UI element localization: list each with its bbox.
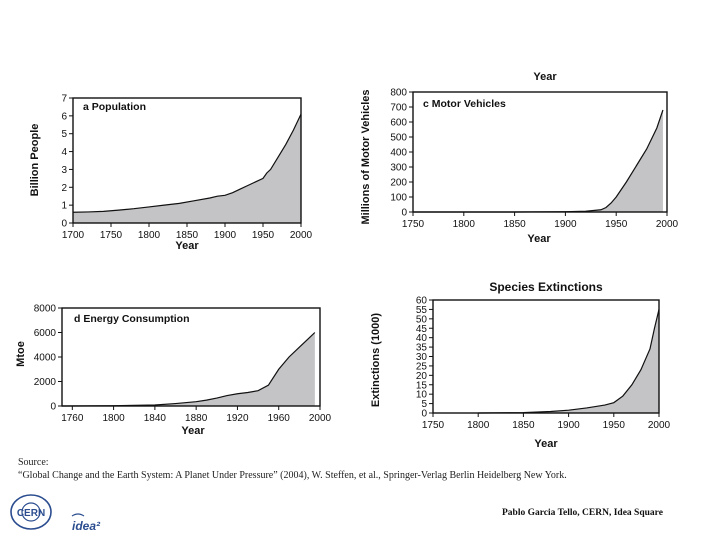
y-tick-label-0: 0 xyxy=(61,219,67,230)
x-tick-label-2000: 2000 xyxy=(648,420,671,431)
y-tick-label-600: 600 xyxy=(390,118,407,129)
x-tick-label-2000: 2000 xyxy=(656,219,679,230)
y-tick-label-6000: 6000 xyxy=(34,328,57,339)
x-tick-label-1850: 1850 xyxy=(503,219,526,230)
x-tick-label-2000: 2000 xyxy=(309,413,332,424)
x-tick-label-1950: 1950 xyxy=(603,420,626,431)
y-tick-label-5: 5 xyxy=(61,129,67,140)
y-tick-label-20: 20 xyxy=(416,371,428,382)
chart-title: Species Extinctions xyxy=(489,280,603,294)
svg-text:idea²: idea² xyxy=(72,519,101,533)
y-tick-label-0: 0 xyxy=(421,409,427,420)
ideasquare-logo: idea² xyxy=(71,513,101,533)
x-tick-label-1900: 1900 xyxy=(214,230,237,241)
chart-title: d Energy Consumption xyxy=(74,313,190,325)
y-tick-label-15: 15 xyxy=(416,380,428,391)
chart-title: c Motor Vehicles xyxy=(423,98,506,110)
x-tick-label-1760: 1760 xyxy=(61,413,84,424)
y-tick-label-50: 50 xyxy=(416,314,428,325)
series-line xyxy=(72,113,302,213)
y-axis-label: Extinctions (1000) xyxy=(370,313,382,407)
svg-text:Year: Year xyxy=(533,71,557,83)
y-axis-label: Millions of Motor Vehicles xyxy=(360,89,372,224)
x-axis-label: Year xyxy=(534,438,558,450)
y-tick-label-5: 5 xyxy=(421,399,427,410)
y-tick-label-100: 100 xyxy=(390,193,407,204)
y-tick-label-500: 500 xyxy=(390,133,407,144)
energy-consumption-chart: d Energy Consumption Year Mtoe 1760 1800 1… xyxy=(15,304,332,438)
population-chart: a Population Year Billion People 1700 175… xyxy=(29,94,313,253)
y-axis-label: Billion People xyxy=(29,124,41,197)
x-tick-label-1920: 1920 xyxy=(226,413,249,424)
x-tick-label-1850: 1850 xyxy=(512,420,535,431)
y-tick-label-8000: 8000 xyxy=(34,304,57,315)
y-tick-label-7: 7 xyxy=(61,94,67,105)
source-note: Source: “Global Change and the Earth Sys… xyxy=(18,456,567,482)
y-tick-label-1: 1 xyxy=(61,201,67,212)
x-tick-label-1800: 1800 xyxy=(467,420,490,431)
x-tick-label-1900: 1900 xyxy=(557,420,580,431)
x-tick-label-1950: 1950 xyxy=(605,219,628,230)
y-tick-label-55: 55 xyxy=(416,305,428,316)
y-tick-label-800: 800 xyxy=(390,88,407,99)
series-line xyxy=(61,332,316,407)
x-tick-label-1800: 1800 xyxy=(102,413,125,424)
x-axis-label: Year xyxy=(527,233,551,245)
source-label: Source: xyxy=(18,457,49,468)
area-fill xyxy=(62,332,315,406)
x-tick-label-1750: 1750 xyxy=(100,230,123,241)
y-axis-label: Mtoe xyxy=(15,341,27,367)
y-tick-label-4: 4 xyxy=(61,147,67,158)
y-tick-label-45: 45 xyxy=(416,324,428,335)
svg-text:CERN: CERN xyxy=(17,508,45,519)
x-axis-label: Year xyxy=(181,425,205,437)
chart-title: a Population xyxy=(83,101,146,113)
x-tick-label-1800: 1800 xyxy=(453,219,476,230)
x-tick-label-1960: 1960 xyxy=(268,413,291,424)
x-tick-label-2000: 2000 xyxy=(290,230,313,241)
y-tick-label-25: 25 xyxy=(416,361,428,372)
x-tick-label-1950: 1950 xyxy=(252,230,275,241)
motor-vehicles-chart: c Motor Vehicles Year Millions of Motor … xyxy=(360,88,679,246)
x-tick-label-1750: 1750 xyxy=(422,420,445,431)
x-tick-label-1850: 1850 xyxy=(176,230,199,241)
y-tick-label-30: 30 xyxy=(416,352,428,363)
x-tick-label-1900: 1900 xyxy=(554,219,577,230)
y-tick-label-35: 35 xyxy=(416,343,428,354)
x-tick-label-1800: 1800 xyxy=(138,230,161,241)
x-tick-label-1700: 1700 xyxy=(62,230,85,241)
partial-year-label: Year xyxy=(533,71,557,83)
area-fill xyxy=(73,114,301,223)
y-tick-label-2: 2 xyxy=(61,183,67,194)
y-tick-label-3: 3 xyxy=(61,165,67,176)
y-tick-label-0: 0 xyxy=(401,208,407,219)
source-citation: “Global Change and the Earth System: A P… xyxy=(18,470,567,481)
y-tick-label-300: 300 xyxy=(390,163,407,174)
y-tick-label-60: 60 xyxy=(416,296,428,307)
area-fill xyxy=(478,309,659,413)
series-line xyxy=(478,309,660,414)
x-tick-label-1880: 1880 xyxy=(185,413,208,424)
y-tick-label-2000: 2000 xyxy=(34,377,57,388)
x-tick-label-1840: 1840 xyxy=(144,413,167,424)
author-credit: Pablo Garcia Tello, CERN, Idea Square xyxy=(502,508,663,518)
x-axis-label: Year xyxy=(175,240,199,252)
species-extinctions-chart: Species Extinctions Year Extinctions (10… xyxy=(370,280,671,450)
y-tick-label-200: 200 xyxy=(390,178,407,189)
y-tick-label-6: 6 xyxy=(61,111,67,122)
y-tick-label-10: 10 xyxy=(416,390,428,401)
y-tick-label-40: 40 xyxy=(416,333,428,344)
x-tick-label-1750: 1750 xyxy=(402,219,425,230)
y-tick-label-0: 0 xyxy=(50,402,56,413)
cern-logo: CERN xyxy=(10,494,52,530)
y-tick-label-400: 400 xyxy=(390,148,407,159)
y-tick-label-700: 700 xyxy=(390,103,407,114)
area-fill xyxy=(413,110,663,212)
y-tick-label-4000: 4000 xyxy=(34,353,57,364)
